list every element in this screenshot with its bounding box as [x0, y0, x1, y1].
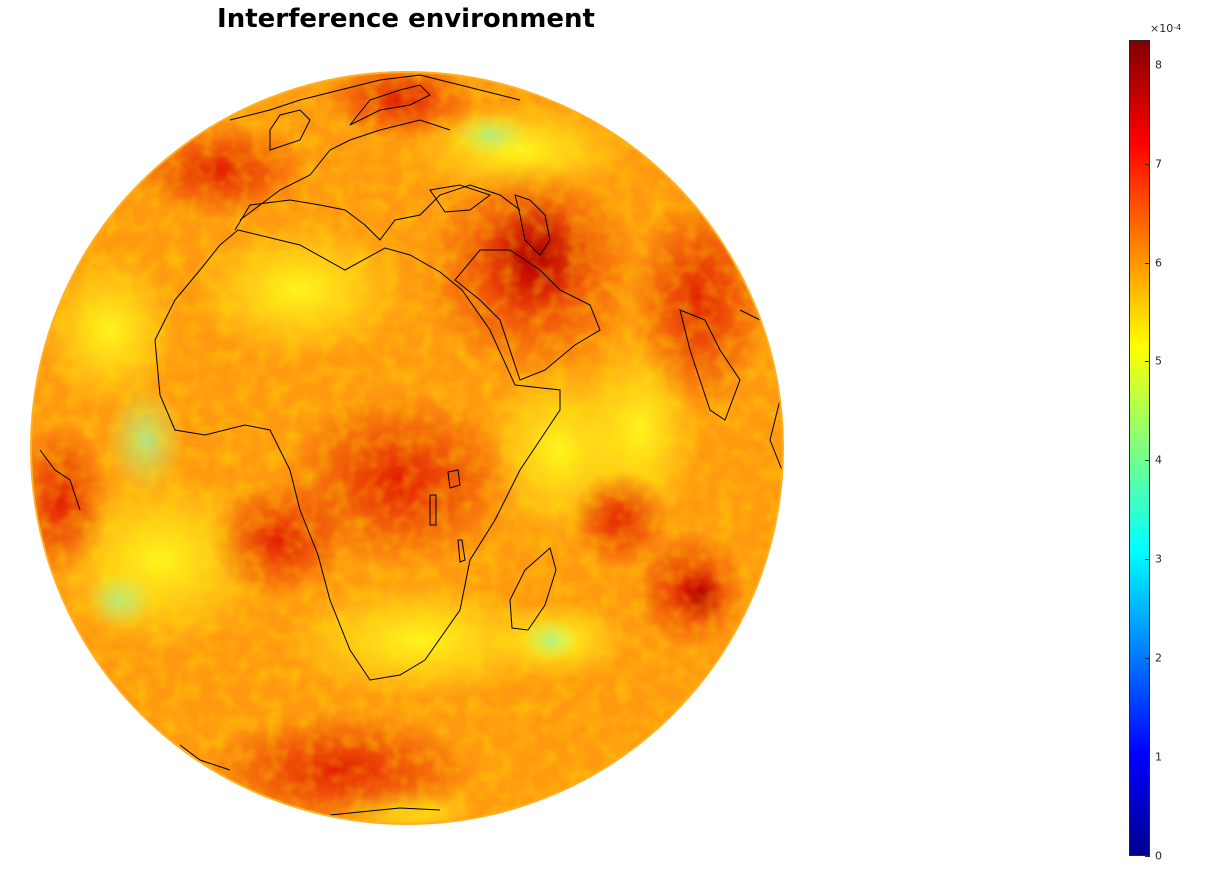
colorbar-tick-label: 7 [1155, 157, 1162, 171]
colorbar-tick-label: 5 [1155, 354, 1162, 368]
colorbar-tick-mark [1145, 361, 1150, 363]
colorbar-tick-mark [1145, 856, 1150, 857]
colorbar-tick-label: 3 [1155, 552, 1162, 566]
colorbar-tick-mark [1145, 559, 1150, 561]
colorbar-exponent-power: -4 [1173, 23, 1182, 32]
interference-field [31, 72, 783, 824]
colorbar-tick-mark [1145, 262, 1150, 264]
colorbar-exponent-base: ×10 [1150, 22, 1174, 35]
colorbar-tick-label: 6 [1155, 256, 1162, 270]
colorbar-tick-label: 1 [1155, 750, 1162, 764]
map-title: Interference environment [217, 4, 595, 34]
globe-map [30, 71, 784, 825]
colorbar-tick-mark [1145, 757, 1150, 759]
colorbar-tick-label: 4 [1155, 453, 1162, 467]
globe-rim [30, 71, 784, 825]
colorbar-tick-mark [1145, 460, 1150, 462]
colorbar-tick-label: 2 [1155, 651, 1162, 665]
colorbar [1129, 40, 1150, 856]
colorbar-tick-mark [1145, 658, 1150, 660]
colorbar-tick-mark [1145, 163, 1150, 165]
colorbar-tick-mark [1145, 64, 1150, 66]
coastlines [39, 74, 783, 816]
colorbar-tick-label: 8 [1155, 58, 1162, 72]
colorbar-exponent: ×10-4 [1150, 22, 1181, 35]
colorbar-tick-label: 0 [1155, 849, 1162, 863]
